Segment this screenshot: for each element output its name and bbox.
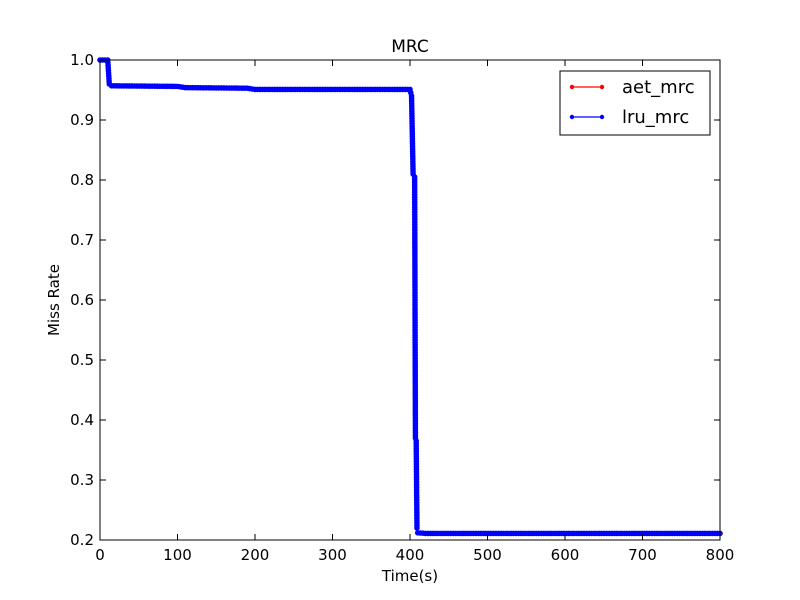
x-axis-label: Time(s) [381, 567, 438, 585]
x-tick-label: 300 [318, 546, 347, 564]
legend: aet_mrc lru_mrc [559, 70, 711, 136]
series-lru_mrc [97, 57, 723, 537]
x-tick-label: 100 [163, 546, 192, 564]
legend-marker-lru-right [599, 114, 605, 120]
legend-marker-aet-right [599, 84, 605, 90]
legend-label-aet: aet_mrc [622, 77, 695, 98]
x-tick-label: 600 [551, 546, 580, 564]
legend-marker-lru-left [569, 114, 575, 120]
y-tick-label: 0.6 [70, 291, 94, 309]
legend-entry-aet: aet_mrc [569, 77, 695, 98]
y-axis-label: Miss Rate [45, 264, 63, 336]
y-tick-label: 0.9 [70, 111, 94, 129]
x-tick-label: 400 [396, 546, 425, 564]
y-tick-label: 0.2 [70, 531, 94, 549]
x-tick-label: 0 [95, 546, 105, 564]
x-tick-label: 700 [628, 546, 657, 564]
y-tick-label: 1.0 [70, 51, 94, 69]
y-tick-label: 0.3 [70, 471, 94, 489]
x-axis-ticks: 0 100 200 300 400 500 600 700 800 [95, 60, 734, 564]
legend-label-lru: lru_mrc [622, 107, 689, 128]
x-tick-label: 800 [706, 546, 735, 564]
chart-title: MRC [391, 37, 429, 57]
x-tick-label: 500 [473, 546, 502, 564]
y-tick-label: 0.8 [70, 171, 94, 189]
x-tick-label: 200 [241, 546, 270, 564]
legend-entry-lru: lru_mrc [569, 107, 689, 128]
y-tick-label: 0.7 [70, 231, 94, 249]
y-tick-label: 0.4 [70, 411, 94, 429]
series-point-lru_mrc [414, 525, 420, 531]
legend-marker-aet-left [569, 84, 575, 90]
legend-box [559, 70, 711, 136]
plot-series [97, 57, 723, 537]
y-axis-ticks: 0.2 0.3 0.4 0.5 0.6 0.7 0.8 0.9 1.0 [70, 51, 720, 549]
y-tick-label: 0.5 [70, 351, 94, 369]
